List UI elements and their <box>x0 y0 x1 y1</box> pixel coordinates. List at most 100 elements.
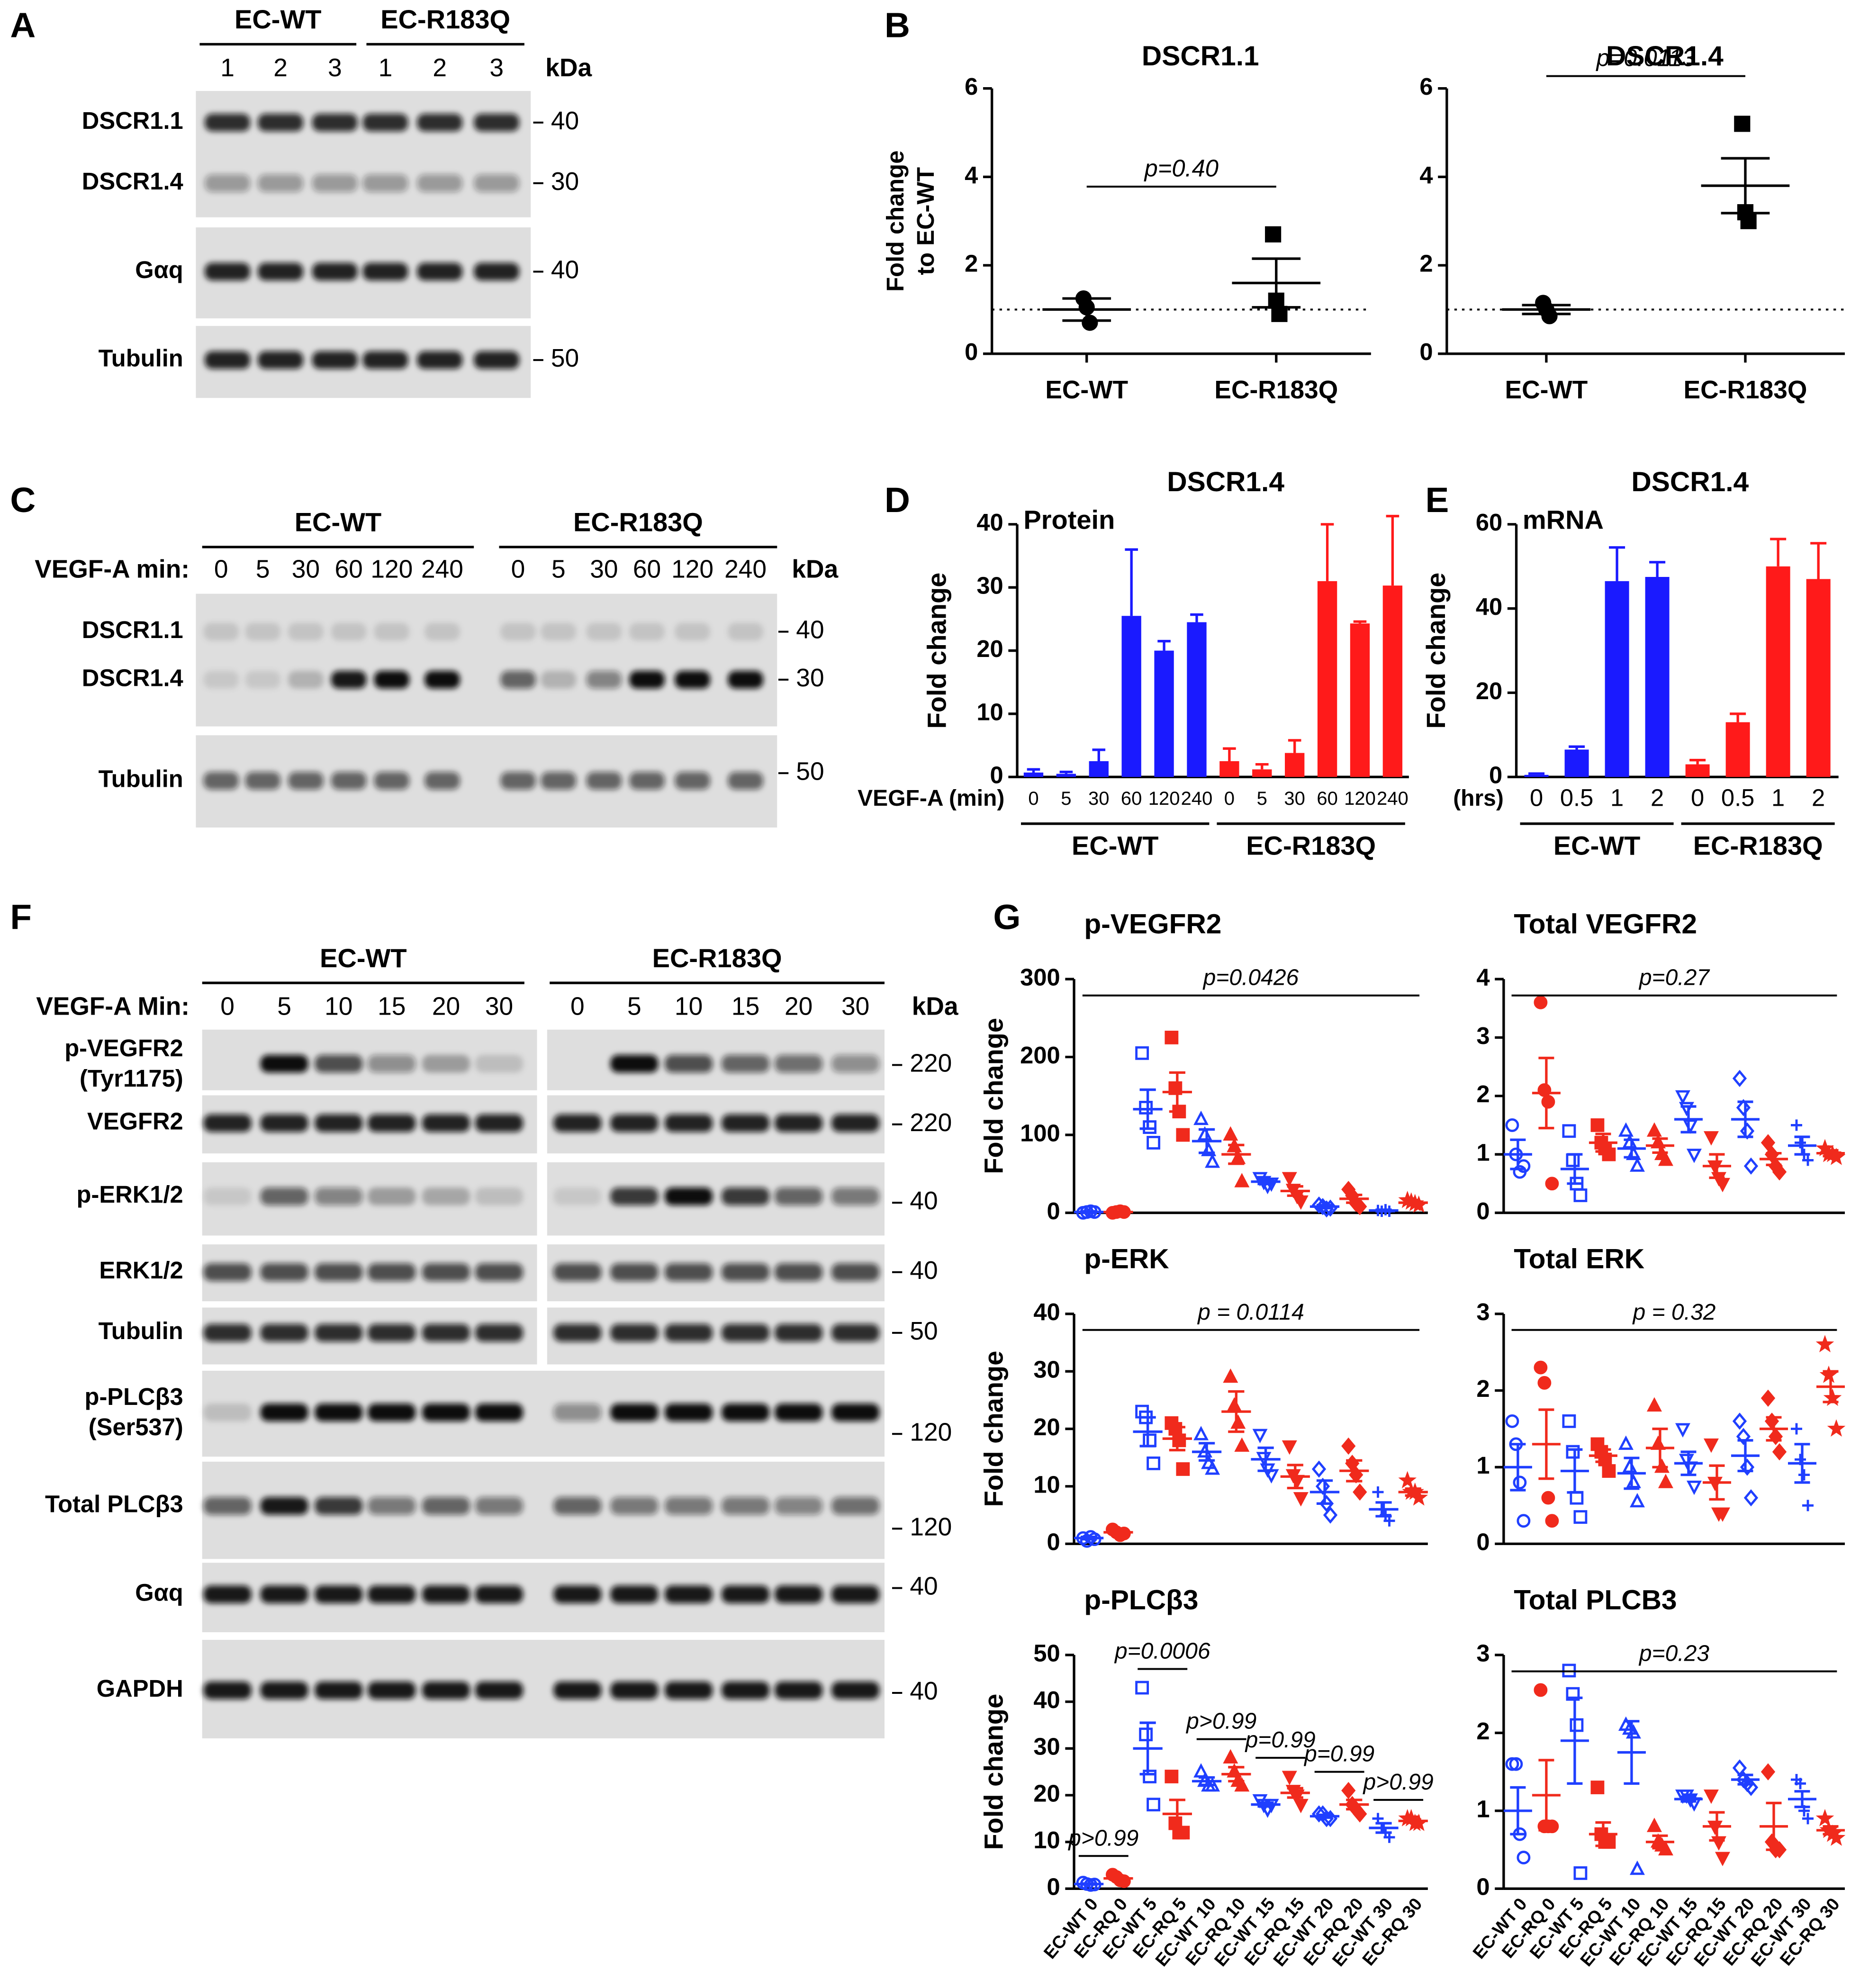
lane-label: 0 <box>511 556 525 584</box>
data-point <box>1629 1493 1645 1508</box>
annotation: p>0.99 <box>1185 1709 1256 1734</box>
error-bar <box>1730 712 1746 722</box>
annotation: p>0.99 <box>1363 1770 1434 1795</box>
band <box>475 1497 524 1515</box>
band <box>203 1681 252 1700</box>
error-bar <box>1092 748 1106 761</box>
data-point <box>1353 1483 1367 1501</box>
band <box>675 671 710 689</box>
data-point <box>1761 1763 1776 1781</box>
band <box>500 772 536 790</box>
x-tick-label: 0.5 <box>1560 784 1593 811</box>
error-bar <box>1567 1448 1583 1494</box>
band <box>475 1055 524 1073</box>
y-tick-label: 20 <box>976 635 1003 662</box>
band <box>203 1114 252 1132</box>
x-tick-label: 240 <box>1181 788 1213 809</box>
data-point <box>1509 1757 1523 1771</box>
data-point <box>1827 1828 1846 1846</box>
y-tick-label: 2 <box>1419 250 1433 277</box>
blot-row-label: GAPDH <box>97 1675 183 1702</box>
x-tick-label: 2 <box>1651 784 1664 811</box>
band <box>422 1055 470 1073</box>
data-point <box>1223 1368 1238 1383</box>
annotation: p=0.99 <box>1303 1742 1374 1767</box>
error-bar <box>1794 1443 1810 1484</box>
lane-label: 1 <box>220 54 235 82</box>
error-bar <box>1766 1151 1782 1166</box>
error-bar <box>1689 759 1706 765</box>
error-bar <box>1062 297 1111 322</box>
blot-group-label: EC-R183Q <box>652 943 782 973</box>
blot-membrane <box>547 1095 885 1154</box>
band <box>374 622 410 641</box>
annotation: p>0.99 <box>1067 1826 1138 1851</box>
data-point <box>1147 1798 1161 1812</box>
blot-membrane <box>547 1162 885 1236</box>
error-bar <box>1405 1818 1421 1824</box>
band <box>368 1324 416 1342</box>
bar <box>1317 581 1337 777</box>
data-point <box>1590 1781 1605 1794</box>
data-point <box>1686 1480 1702 1495</box>
error-bar <box>1510 1443 1526 1492</box>
band <box>664 1324 713 1342</box>
band <box>664 1114 713 1132</box>
band <box>260 1263 308 1281</box>
band <box>831 1585 880 1603</box>
error-bar <box>1257 1801 1274 1808</box>
data-point <box>1743 1489 1759 1507</box>
band <box>422 1403 470 1421</box>
band <box>664 1263 713 1281</box>
data-point <box>1675 1423 1690 1438</box>
data-point <box>1372 1486 1384 1498</box>
y-tick-label: 40 <box>1476 593 1502 620</box>
data-point <box>1311 1805 1327 1823</box>
error-bar <box>1228 1390 1245 1433</box>
data-point <box>1715 1852 1730 1866</box>
panel-label: B <box>885 5 910 45</box>
band <box>312 351 358 369</box>
band <box>675 772 710 790</box>
error-bar <box>1353 620 1367 624</box>
band <box>610 1403 659 1421</box>
band <box>553 1324 602 1342</box>
band <box>831 1114 880 1132</box>
data-point <box>1505 1757 1519 1771</box>
band <box>205 174 251 192</box>
data-point <box>1675 1090 1690 1105</box>
error-bar <box>1228 1143 1245 1165</box>
data-point <box>1282 1440 1297 1455</box>
error-bar <box>1287 1464 1303 1490</box>
data-point <box>1205 1153 1220 1168</box>
band <box>260 1681 308 1700</box>
band <box>629 671 665 689</box>
band <box>417 351 463 369</box>
error-bar <box>1510 1786 1526 1835</box>
y-axis-label: Fold change <box>978 1694 1008 1850</box>
lane-label: 5 <box>277 992 291 1020</box>
panel-label: G <box>993 897 1020 936</box>
bar <box>1252 769 1272 777</box>
data-point <box>1282 1771 1297 1785</box>
blot-row-label: Tubulin <box>99 1317 183 1344</box>
error-bar <box>1624 1720 1640 1785</box>
data-point <box>1139 1101 1153 1115</box>
error-bar <box>1652 1137 1668 1154</box>
band <box>422 1497 470 1515</box>
error-bar <box>1680 1105 1697 1133</box>
y-tick-label: 0 <box>1047 1873 1060 1900</box>
lane-label: 60 <box>633 556 661 584</box>
error-bar <box>1169 1799 1185 1829</box>
x-tick-label: 30 <box>1088 788 1110 809</box>
error-bar <box>1522 304 1571 315</box>
error-bar <box>1823 1825 1839 1835</box>
error-bar <box>1569 745 1585 750</box>
band <box>475 1681 524 1700</box>
data-point <box>1740 1458 1755 1476</box>
blot-membrane <box>547 1029 885 1090</box>
band <box>315 1585 363 1603</box>
x-tick-label: EC-WT <box>1505 376 1588 404</box>
data-point <box>1798 1469 1810 1481</box>
